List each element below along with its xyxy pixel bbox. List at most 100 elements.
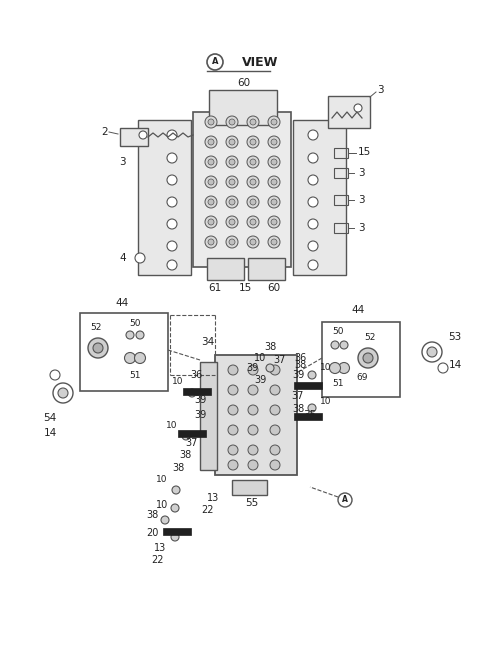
Circle shape xyxy=(208,179,214,185)
Circle shape xyxy=(167,260,177,270)
Circle shape xyxy=(268,196,280,208)
Circle shape xyxy=(271,239,277,245)
Circle shape xyxy=(268,216,280,228)
Bar xyxy=(294,413,322,420)
Text: 69: 69 xyxy=(356,373,368,383)
Circle shape xyxy=(167,219,177,229)
Bar xyxy=(322,322,400,397)
Circle shape xyxy=(248,460,258,470)
Text: 38: 38 xyxy=(294,360,306,370)
Bar xyxy=(138,120,191,275)
Text: 2: 2 xyxy=(101,127,108,137)
Circle shape xyxy=(250,219,256,225)
Text: A: A xyxy=(212,58,218,67)
Text: 38: 38 xyxy=(292,404,304,414)
Bar xyxy=(232,480,267,495)
Text: 34: 34 xyxy=(202,337,215,347)
Bar xyxy=(209,90,277,125)
Text: 36: 36 xyxy=(190,370,202,380)
Circle shape xyxy=(250,119,256,125)
Bar xyxy=(293,120,346,275)
Circle shape xyxy=(229,119,235,125)
Circle shape xyxy=(438,363,448,373)
Circle shape xyxy=(268,116,280,128)
Text: VIEW: VIEW xyxy=(242,56,278,69)
Circle shape xyxy=(247,136,259,148)
Circle shape xyxy=(270,460,280,470)
Circle shape xyxy=(226,176,238,188)
Text: 50: 50 xyxy=(332,328,344,337)
Circle shape xyxy=(427,347,437,357)
Circle shape xyxy=(308,404,316,412)
Circle shape xyxy=(308,175,318,185)
Circle shape xyxy=(271,139,277,145)
Circle shape xyxy=(247,176,259,188)
Circle shape xyxy=(136,331,144,339)
Circle shape xyxy=(135,253,145,263)
Circle shape xyxy=(308,371,316,379)
Circle shape xyxy=(229,139,235,145)
Circle shape xyxy=(226,196,238,208)
Circle shape xyxy=(93,343,103,353)
Bar xyxy=(215,355,297,475)
Text: 51: 51 xyxy=(129,371,141,379)
Circle shape xyxy=(248,365,258,375)
Circle shape xyxy=(247,156,259,168)
Circle shape xyxy=(358,348,378,368)
Circle shape xyxy=(247,116,259,128)
Circle shape xyxy=(270,365,280,375)
Circle shape xyxy=(171,533,179,541)
Bar xyxy=(120,128,148,146)
Circle shape xyxy=(271,179,277,185)
Circle shape xyxy=(228,405,238,415)
Text: 60: 60 xyxy=(238,78,251,88)
Text: 37: 37 xyxy=(274,355,286,365)
Circle shape xyxy=(205,176,217,188)
Text: 55: 55 xyxy=(245,498,259,508)
Circle shape xyxy=(422,342,442,362)
Text: 10: 10 xyxy=(156,500,168,510)
Circle shape xyxy=(167,153,177,163)
Circle shape xyxy=(250,199,256,205)
Text: 39: 39 xyxy=(254,375,266,385)
Text: 20: 20 xyxy=(146,528,158,538)
Text: 3: 3 xyxy=(358,195,365,205)
Text: 10: 10 xyxy=(320,364,332,373)
Text: 38: 38 xyxy=(179,450,191,460)
Circle shape xyxy=(161,516,169,524)
Circle shape xyxy=(208,219,214,225)
Text: 52: 52 xyxy=(90,324,102,333)
Text: 44: 44 xyxy=(115,298,129,308)
Text: 10: 10 xyxy=(172,377,184,386)
Text: 3: 3 xyxy=(358,223,365,233)
Text: 53: 53 xyxy=(448,332,462,342)
Text: 13: 13 xyxy=(207,493,219,503)
Text: 54: 54 xyxy=(43,413,57,423)
Bar xyxy=(183,388,211,395)
Circle shape xyxy=(247,196,259,208)
Circle shape xyxy=(226,116,238,128)
Circle shape xyxy=(363,353,373,363)
Text: 38: 38 xyxy=(264,342,276,352)
Circle shape xyxy=(226,156,238,168)
Circle shape xyxy=(338,362,349,373)
Bar xyxy=(294,382,322,389)
Circle shape xyxy=(124,352,135,364)
Circle shape xyxy=(205,116,217,128)
Circle shape xyxy=(167,197,177,207)
Text: 60: 60 xyxy=(267,283,281,293)
Text: 39: 39 xyxy=(292,370,304,380)
Circle shape xyxy=(270,445,280,455)
Circle shape xyxy=(172,486,180,494)
Circle shape xyxy=(208,119,214,125)
Circle shape xyxy=(208,159,214,165)
Bar xyxy=(200,362,217,470)
Text: 37: 37 xyxy=(186,438,198,448)
Text: 37: 37 xyxy=(292,391,304,401)
Circle shape xyxy=(229,159,235,165)
Circle shape xyxy=(228,385,238,395)
Text: 50: 50 xyxy=(129,318,141,328)
Bar xyxy=(207,258,244,280)
Text: 39: 39 xyxy=(194,410,206,420)
Circle shape xyxy=(270,405,280,415)
